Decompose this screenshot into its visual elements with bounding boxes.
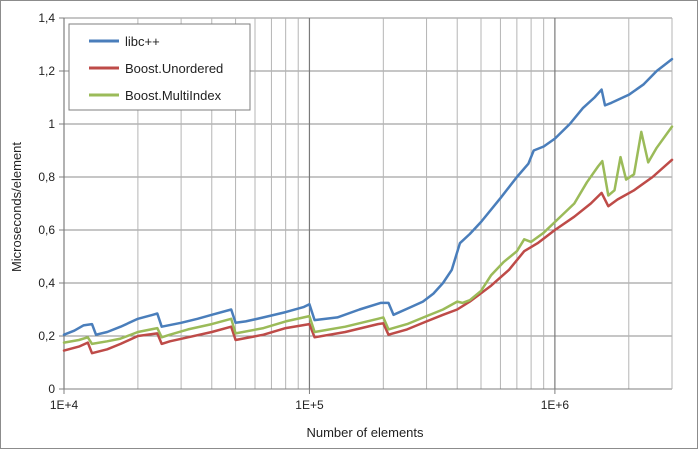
series-lines bbox=[62, 57, 674, 355]
axes bbox=[59, 17, 673, 394]
legend: libc++ Boost.Unordered Boost.MultiIndex bbox=[68, 23, 251, 111]
x-tick-label: 1E+5 bbox=[295, 398, 324, 412]
series-line-libc- bbox=[62, 57, 674, 336]
y-tick-label: 0,4 bbox=[38, 276, 55, 290]
legend-label: Boost.Unordered bbox=[125, 61, 223, 76]
x-axis-title: Number of elements bbox=[306, 425, 424, 440]
x-tick-labels: 1E+4 1E+5 1E+6 bbox=[50, 398, 570, 412]
y-tick-label: 0,8 bbox=[38, 170, 55, 184]
series-line-boost-unordered bbox=[62, 158, 674, 355]
y-axis-title: Microseconds/element bbox=[9, 142, 24, 272]
series-line-boost-multiindex bbox=[62, 125, 674, 346]
y-tick-label: 0 bbox=[48, 382, 55, 396]
y-tick-label: 1 bbox=[48, 117, 55, 131]
x-tick-label: 1E+4 bbox=[50, 398, 79, 412]
legend-label: Boost.MultiIndex bbox=[125, 88, 222, 103]
y-tick-labels: 0 0,2 0,4 0,6 0,8 1 1,2 1,4 bbox=[38, 11, 55, 396]
y-tick-label: 0,2 bbox=[38, 329, 55, 343]
y-tick-label: 0,6 bbox=[38, 223, 55, 237]
legend-label: libc++ bbox=[125, 34, 160, 49]
y-tick-label: 1,4 bbox=[38, 11, 55, 25]
y-tick-label: 1,2 bbox=[38, 64, 55, 78]
x-tick-label: 1E+6 bbox=[541, 398, 570, 412]
